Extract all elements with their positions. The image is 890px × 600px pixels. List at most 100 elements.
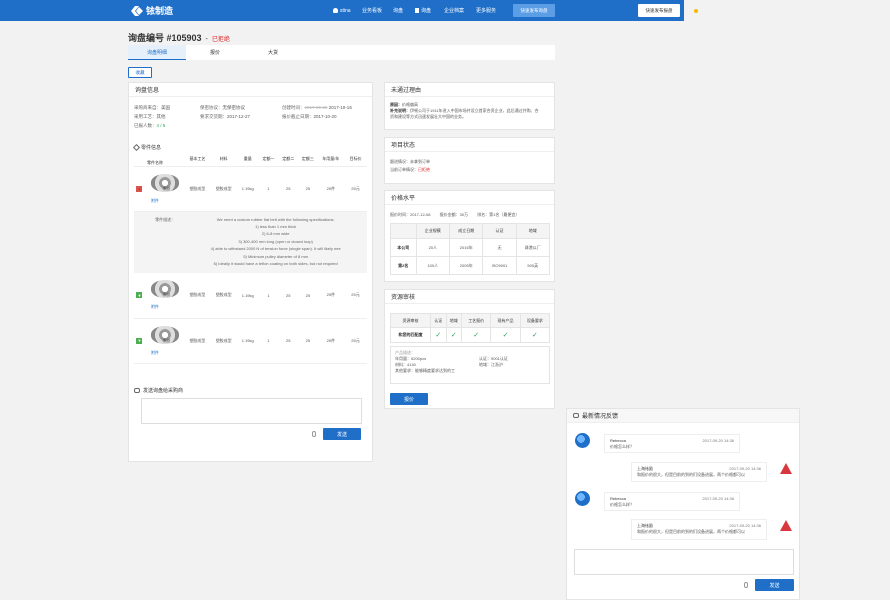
message-text: 和报价的很大，但是目前的到的们设备进展，两个价格都可以 <box>637 472 745 477</box>
attachment-link[interactable]: 附件 <box>150 349 159 355</box>
part-weight: 1.19kg <box>241 186 254 191</box>
part-material: 塑胶成型 <box>215 185 232 191</box>
quoted-value: 4 / 5 <box>156 123 166 128</box>
region-label: 地域： <box>479 362 491 367</box>
expand-toggle-icon[interactable]: ▼ <box>136 337 143 344</box>
quote-button[interactable]: 报价 <box>390 393 428 405</box>
quick-quote-button[interactable]: 快速发布报盘 <box>638 4 680 17</box>
chat-icon <box>573 413 579 418</box>
part-annual: 25件 <box>326 337 336 343</box>
attachment-icon[interactable] <box>312 431 316 437</box>
check-icon: ✓ <box>450 332 457 339</box>
message-text: 价格怎么样？ <box>610 444 634 449</box>
parts-table-header: 基本工艺 材料 重量 定额一 定额二 定额三 年用量/年 目标价 <box>134 153 367 167</box>
part-process: 塑胶成型 <box>189 185 206 191</box>
part-name: 橡胶 <box>162 337 171 343</box>
rebecca-avatar <box>575 491 590 506</box>
message-sender: 上海铱励 <box>637 523 653 528</box>
amount-label: 报价金额： <box>439 212 460 217</box>
desc-line: 5) Minimum pulley diameter of 8 mm <box>243 253 308 259</box>
parts-title: 零件信息 <box>141 145 162 151</box>
col-q3: 定额三 <box>298 153 318 167</box>
send-inquiry-header: 发送询盘给采购商 <box>134 385 367 395</box>
nav-inquiry-doc[interactable]: 询盘 <box>415 0 431 21</box>
cert-value: 9001认证 <box>491 356 508 361</box>
feedback-message-input[interactable] <box>574 549 794 575</box>
top-navbar: 铱制造 stina 业务看板 询盘 询盘 企业档案 更多服务 快速发布询盘 快速… <box>0 0 684 21</box>
col-price: 目标价 <box>344 153 367 167</box>
expand-toggle-icon[interactable]: ▼ <box>136 292 143 299</box>
collect-button[interactable]: 收藏 <box>128 67 152 78</box>
nav-company[interactable]: 企业档案 <box>444 8 465 14</box>
product-desc-left: 产品描述： 年用量：5200pcs 材料：4140 其他要求：能够精度要求达到的… <box>395 350 455 374</box>
table-header: 地域 <box>445 313 463 328</box>
col-process: 基本工艺 <box>184 153 211 167</box>
user-menu[interactable]: stina <box>333 0 351 21</box>
rebecca-avatar <box>575 433 590 448</box>
col-annual: 年用量/年 <box>317 153 344 167</box>
tab-bar: 询盘明细 报价 大货 <box>128 45 555 60</box>
part-process: 塑胶成型 <box>189 292 206 298</box>
price-compare-table: 企业规模 成立日期 认证 地域 本公司 20人 2016年 无 珠港以厂 第2名… <box>390 223 551 275</box>
reject-reason-panel: 未通过理由 原因：价格偏高 补充说明：伊顿公司于1911年进入中国市场并设立首家… <box>384 82 555 130</box>
feedback-send-button[interactable]: 发送 <box>755 579 794 591</box>
message-time: 2017-09-20 14:36 <box>729 466 761 471</box>
part-material: 塑胶成型 <box>215 292 232 298</box>
inquiry-message-input[interactable] <box>141 398 362 424</box>
part-thumbnail[interactable] <box>150 280 179 299</box>
table-header: 资源审核 <box>390 313 431 328</box>
table-cell: 本公司 <box>390 238 417 257</box>
table-cell: 100人 <box>415 256 451 275</box>
part-q3: 25 <box>305 186 311 191</box>
feedback-message: Rebecca 2017-09-20 14:36 价格怎么样？ <box>604 492 740 511</box>
table-header: 企业规模 <box>415 223 451 239</box>
table-row: ▼ 附件 橡胶 塑胶成型 塑胶成型 1.19kg 1 25 25 25件 25元 <box>134 318 367 363</box>
attachment-link[interactable]: 附件 <box>150 304 159 310</box>
nav-dashboard[interactable]: 业务看板 <box>362 8 383 14</box>
other-label: 其他要求： <box>395 368 415 373</box>
nav-inquiry-doc-label: 询盘 <box>421 8 432 14</box>
tab-quote[interactable]: 报价 <box>209 50 220 56</box>
chat-icon <box>134 387 140 393</box>
project-status-panel: 项目状态 跟进情况：未拿到订单 当前订单情况：已拒绝 <box>384 137 555 184</box>
col-q2: 定额二 <box>278 153 299 167</box>
order-label: 当前订单情况： <box>390 167 418 172</box>
tab-bulk[interactable]: 大货 <box>267 50 278 56</box>
price-level-panel: 价格水平 报价时间：2017-12-08 报价金额：30万 排名：第1名（最便宜… <box>384 190 555 282</box>
cert-label: 认证： <box>479 356 491 361</box>
table-cell: 500英 <box>515 256 551 275</box>
brand-logo[interactable]: 铱制造 <box>131 4 173 17</box>
company-avatar <box>780 520 792 531</box>
collapse-toggle-icon[interactable]: ▲ <box>136 185 143 192</box>
desc-line: 2) 6-8 mm wide <box>261 231 290 237</box>
part-annual: 25件 <box>326 292 336 298</box>
nda-label: 保密协议： <box>200 105 223 110</box>
send-inquiry-button[interactable]: 发送 <box>323 428 361 440</box>
quick-publish-button[interactable]: 快速发布询盘 <box>513 4 555 17</box>
col-weight: 重量 <box>236 153 259 167</box>
table-row: 企业规模 成立日期 认证 地域 <box>390 223 551 239</box>
rank-label: 排名： <box>477 212 490 217</box>
attachment-icon[interactable] <box>744 582 748 588</box>
parts-table: 基本工艺 材料 重量 定额一 定额二 定额三 年用量/年 目标价 ▲ 附件 橡胶… <box>134 153 367 364</box>
product-desc-right: 认证：9001认证 地域：江浙沪 <box>479 356 508 368</box>
attachment-link[interactable]: 附件 <box>150 197 159 203</box>
resource-review-title: 资源审核 <box>385 290 554 304</box>
part-thumbnail[interactable] <box>150 325 179 344</box>
created-value: 2017-10-16 <box>328 105 352 110</box>
nav-more[interactable]: 更多服务 <box>476 8 497 14</box>
part-thumbnail[interactable] <box>150 173 179 192</box>
reject-reason-text: 原因：价格偏高 补充说明：伊顿公司于1911年进入中国市场并设立首家合资企业，此… <box>390 102 552 120</box>
follow-value: 未拿到订单 <box>410 159 430 164</box>
reason-value: 价格偏高 <box>402 102 418 107</box>
feedback-title: 最新情况反馈 <box>582 414 619 420</box>
part-annual: 25件 <box>326 185 336 191</box>
inquiry-panel: 询盘信息 采购商来自：美国 采用工艺：其他 已报人数：4 / 5 保密协议：无保… <box>128 82 373 462</box>
quote-time-value: 2017-12-08 <box>410 212 431 217</box>
message-sender: Rebecca <box>610 438 626 443</box>
part-price: 25元 <box>351 185 360 191</box>
tab-inquiry-detail[interactable]: 询盘明细 <box>128 45 186 60</box>
nav-inquiry[interactable]: 询盘 <box>393 8 404 14</box>
feedback-message: Rebecca 2017-09-20 14:36 价格怎么样？ <box>604 434 740 453</box>
part-q1: 1 <box>267 186 270 191</box>
